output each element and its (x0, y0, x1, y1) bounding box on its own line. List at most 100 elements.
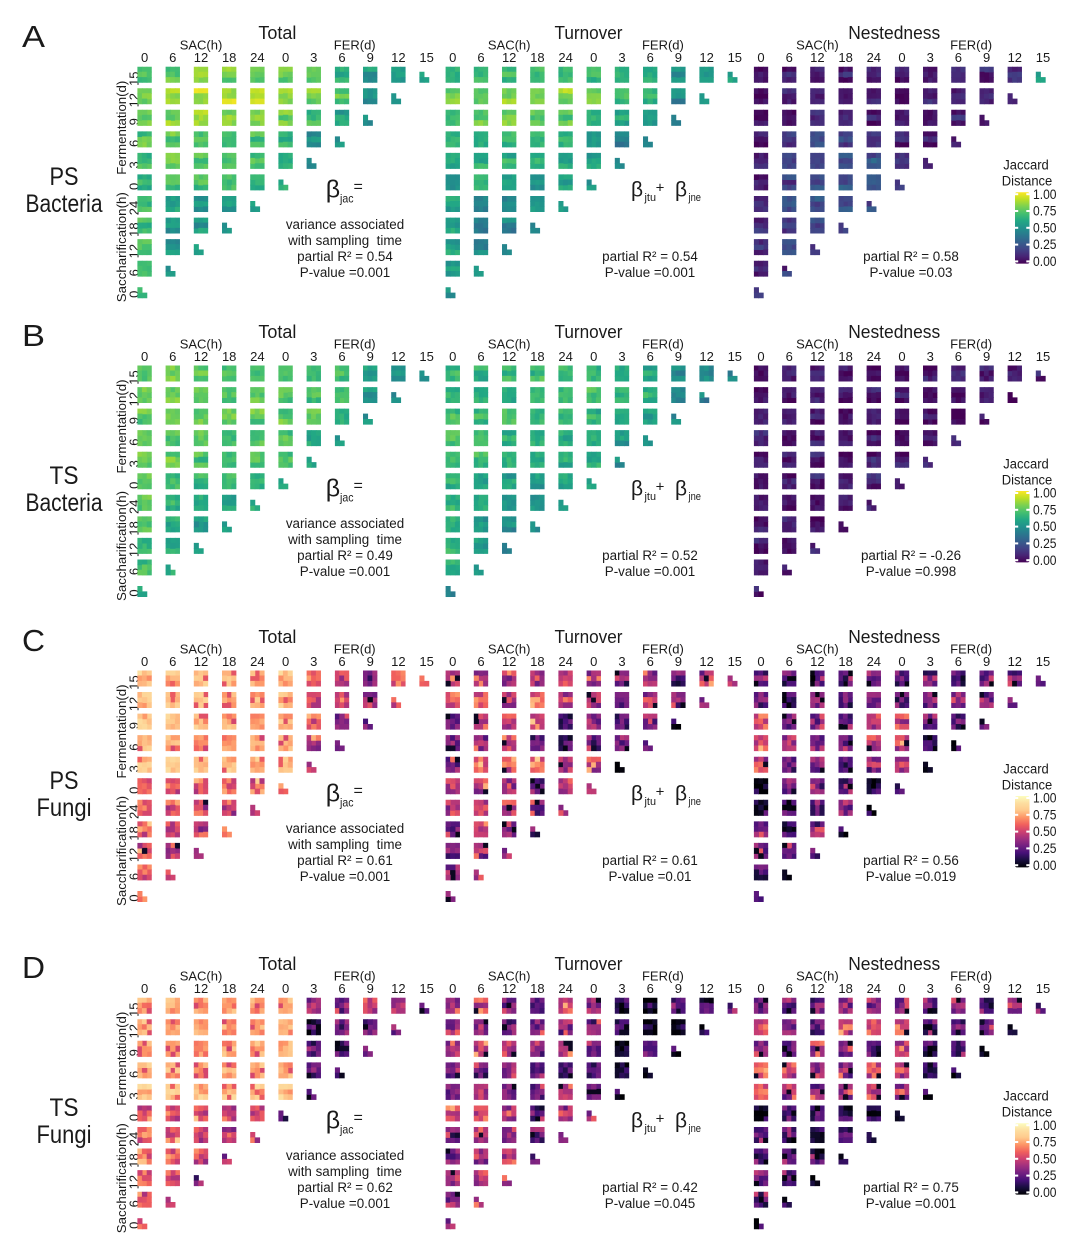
svg-text:0.50: 0.50 (1033, 824, 1057, 839)
svg-text:6: 6 (955, 50, 962, 65)
svg-text:3: 3 (127, 765, 142, 772)
svg-text:15: 15 (419, 50, 433, 65)
svg-text:9: 9 (367, 349, 374, 364)
svg-text:0: 0 (898, 50, 905, 65)
svg-text:6: 6 (955, 981, 962, 996)
svg-text:6: 6 (338, 981, 345, 996)
svg-text:Distance: Distance (1002, 777, 1053, 792)
svg-text:jne: jne (688, 491, 701, 503)
svg-text:24: 24 (867, 50, 881, 65)
svg-text:0: 0 (282, 981, 289, 996)
svg-text:with sampling time: with sampling time (287, 532, 402, 547)
svg-text:Fermentation(d): Fermentation(d) (115, 380, 129, 474)
svg-text:P-value =0.001: P-value =0.001 (300, 869, 390, 884)
svg-text:12: 12 (194, 349, 208, 364)
svg-text:partial R² = 0.62: partial R² = 0.62 (297, 1180, 393, 1195)
svg-text:jac: jac (339, 1123, 353, 1137)
svg-text:12: 12 (810, 349, 824, 364)
svg-text:9: 9 (127, 722, 142, 729)
svg-text:SAC(h): SAC(h) (180, 336, 223, 351)
svg-text:partial R² = 0.58: partial R² = 0.58 (863, 249, 959, 264)
svg-text:jtu: jtu (644, 1123, 656, 1135)
svg-text:12: 12 (194, 654, 208, 669)
svg-text:0: 0 (449, 981, 456, 996)
svg-text:0.75: 0.75 (1033, 204, 1057, 219)
svg-text:PS: PS (50, 767, 79, 795)
svg-text:0: 0 (141, 981, 148, 996)
svg-text:0.50: 0.50 (1033, 519, 1057, 534)
svg-text:0.75: 0.75 (1033, 1135, 1057, 1150)
svg-text:9: 9 (983, 654, 990, 669)
svg-text:FER(d): FER(d) (334, 336, 376, 351)
svg-text:partial R² = 0.49: partial R² = 0.49 (297, 548, 393, 563)
svg-text:partial R² = 0.52: partial R² = 0.52 (602, 548, 698, 563)
svg-text:12: 12 (391, 349, 405, 364)
svg-text:6: 6 (647, 981, 654, 996)
svg-text:3: 3 (310, 981, 317, 996)
svg-text:12: 12 (699, 981, 713, 996)
svg-text:partial R² = 0.61: partial R² = 0.61 (602, 853, 698, 868)
svg-text:P-value =0.001: P-value =0.001 (300, 564, 390, 579)
svg-text:0: 0 (590, 654, 597, 669)
svg-text:β: β (631, 782, 643, 805)
svg-text:Turnover: Turnover (555, 322, 623, 342)
svg-text:P-value =0.045: P-value =0.045 (605, 1196, 695, 1211)
svg-text:β: β (675, 477, 687, 500)
svg-text:P-value =0.019: P-value =0.019 (866, 869, 956, 884)
svg-text:P-value =0.001: P-value =0.001 (866, 1196, 956, 1211)
svg-text:0.00: 0.00 (1033, 553, 1057, 568)
svg-text:18: 18 (530, 349, 544, 364)
svg-text:9: 9 (983, 349, 990, 364)
svg-text:9: 9 (675, 349, 682, 364)
svg-text:β: β (675, 179, 687, 202)
svg-text:3: 3 (927, 50, 934, 65)
svg-text:15: 15 (728, 50, 742, 65)
svg-text:6: 6 (169, 981, 176, 996)
svg-text:12: 12 (810, 654, 824, 669)
svg-text:Saccharification(h): Saccharification(h) (115, 192, 129, 302)
svg-text:β: β (675, 1110, 687, 1133)
svg-text:partial R² = -0.26: partial R² = -0.26 (861, 548, 961, 563)
svg-text:0.50: 0.50 (1033, 1151, 1057, 1166)
svg-text:3: 3 (618, 50, 625, 65)
svg-text:variance associated: variance associated (286, 217, 404, 232)
svg-text:0: 0 (127, 787, 142, 794)
svg-text:Saccharification(h): Saccharification(h) (115, 796, 129, 906)
svg-text:SAC(h): SAC(h) (180, 969, 223, 984)
svg-text:0: 0 (449, 349, 456, 364)
svg-text:SAC(h): SAC(h) (488, 336, 531, 351)
svg-text:15: 15 (728, 981, 742, 996)
svg-text:A: A (22, 19, 45, 54)
svg-text:9: 9 (675, 654, 682, 669)
svg-text:12: 12 (502, 50, 516, 65)
svg-text:9: 9 (127, 1049, 142, 1056)
svg-text:6: 6 (127, 873, 142, 880)
svg-text:6: 6 (786, 50, 793, 65)
svg-text:24: 24 (250, 654, 264, 669)
svg-text:24: 24 (558, 50, 572, 65)
svg-text:=: = (354, 1110, 363, 1127)
svg-text:9: 9 (367, 654, 374, 669)
svg-text:Total: Total (258, 627, 296, 647)
svg-text:12: 12 (1008, 349, 1022, 364)
svg-text:FER(d): FER(d) (642, 38, 684, 53)
svg-text:0: 0 (449, 654, 456, 669)
svg-text:β: β (631, 1110, 643, 1133)
svg-text:Total: Total (258, 954, 296, 974)
svg-text:15: 15 (1036, 349, 1050, 364)
svg-text:SAC(h): SAC(h) (180, 641, 223, 656)
svg-text:18: 18 (530, 981, 544, 996)
svg-text:12: 12 (1008, 981, 1022, 996)
svg-text:15: 15 (1036, 654, 1050, 669)
svg-text:D: D (22, 950, 45, 985)
svg-text:6: 6 (338, 349, 345, 364)
svg-text:0: 0 (449, 50, 456, 65)
svg-text:SAC(h): SAC(h) (488, 969, 531, 984)
svg-text:variance associated: variance associated (286, 516, 404, 531)
svg-text:1.00: 1.00 (1033, 791, 1057, 806)
svg-text:18: 18 (530, 654, 544, 669)
svg-text:FER(d): FER(d) (334, 38, 376, 53)
svg-text:Jaccard: Jaccard (1003, 1089, 1049, 1104)
svg-text:6: 6 (338, 654, 345, 669)
svg-text:6: 6 (647, 654, 654, 669)
